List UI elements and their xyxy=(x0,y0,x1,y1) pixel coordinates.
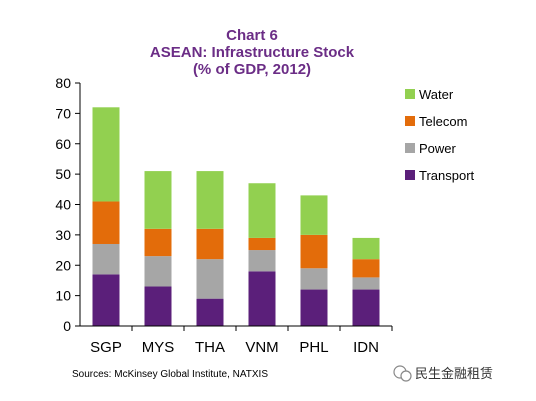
bar-segment-water-sgp xyxy=(92,107,120,202)
x-tick-label: PHL xyxy=(299,339,328,356)
chart-subtitle-line-2: (% of GDP, 2012) xyxy=(193,61,311,78)
x-tick-label: THA xyxy=(195,339,225,356)
bar-segment-power-mys xyxy=(144,256,172,287)
y-tick-label: 40 xyxy=(55,197,71,213)
legend-label: Transport xyxy=(419,168,475,183)
chart-subtitle-line-1: ASEAN: Infrastructure Stock xyxy=(150,44,355,61)
bar-segment-transport-mys xyxy=(144,286,172,326)
legend-swatch xyxy=(405,170,415,180)
bar-segment-power-tha xyxy=(196,259,224,299)
source-note: Sources: McKinsey Global Institute, NATX… xyxy=(72,369,268,380)
legend-item-water: Water xyxy=(405,87,454,102)
y-tick-label: 20 xyxy=(55,257,71,273)
bar-segment-transport-tha xyxy=(196,298,224,326)
bar-segment-transport-idn xyxy=(352,289,380,326)
wechat-icon xyxy=(393,365,412,382)
x-tick-label: SGP xyxy=(90,339,122,356)
legend-item-power: Power xyxy=(405,141,457,156)
x-tick-label: IDN xyxy=(353,339,379,356)
y-tick-label: 10 xyxy=(55,288,71,304)
bar-segment-transport-vnm xyxy=(248,271,276,326)
bar-segment-power-sgp xyxy=(92,243,120,275)
legend-swatch xyxy=(405,116,415,126)
x-tick-label: VNM xyxy=(245,339,278,356)
x-axis: SGP MYS THA VNM PHL IDN xyxy=(80,325,393,356)
bar-segment-transport-phl xyxy=(300,289,328,326)
bar-segment-water-phl xyxy=(300,195,328,235)
bar-segment-telecom-tha xyxy=(196,228,224,260)
bar-segment-telecom-sgp xyxy=(92,201,120,244)
y-tick-label: 0 xyxy=(63,318,71,334)
bar-segment-transport-sgp xyxy=(92,274,120,326)
bar-segment-water-mys xyxy=(144,171,172,229)
bars xyxy=(92,107,380,326)
chart-title: Chart 6 xyxy=(226,27,278,44)
bar-segment-power-vnm xyxy=(248,250,276,272)
legend-label: Power xyxy=(419,141,457,156)
chart-title-group: Chart 6 ASEAN: Infrastructure Stock (% o… xyxy=(150,27,355,78)
x-tick-label: MYS xyxy=(142,339,175,356)
bar-segment-power-phl xyxy=(300,268,328,290)
bar-segment-telecom-phl xyxy=(300,234,328,269)
legend-item-telecom: Telecom xyxy=(405,114,467,129)
bar-segment-telecom-vnm xyxy=(248,237,276,251)
bar-segment-water-vnm xyxy=(248,183,276,238)
y-tick-label: 50 xyxy=(55,166,71,182)
y-axis: 0 10 20 30 40 50 60 70 80 xyxy=(55,75,81,334)
watermark: 民生金融租赁 xyxy=(393,365,493,382)
bar-segment-water-idn xyxy=(352,237,380,260)
y-tick-label: 80 xyxy=(55,75,71,91)
legend-swatch xyxy=(405,143,415,153)
bar-segment-power-idn xyxy=(352,277,380,290)
legend: Water Telecom Power Transport xyxy=(405,87,475,183)
bar-segment-telecom-idn xyxy=(352,259,380,278)
bar-segment-telecom-mys xyxy=(144,228,172,257)
watermark-text: 民生金融租赁 xyxy=(415,366,493,381)
legend-label: Telecom xyxy=(419,114,467,129)
y-tick-label: 30 xyxy=(55,227,71,243)
y-tick-label: 60 xyxy=(55,136,71,152)
legend-swatch xyxy=(405,89,415,99)
legend-item-transport: Transport xyxy=(405,168,475,183)
y-tick-label: 70 xyxy=(55,105,71,121)
bar-segment-water-tha xyxy=(196,171,224,229)
legend-label: Water xyxy=(419,87,454,102)
